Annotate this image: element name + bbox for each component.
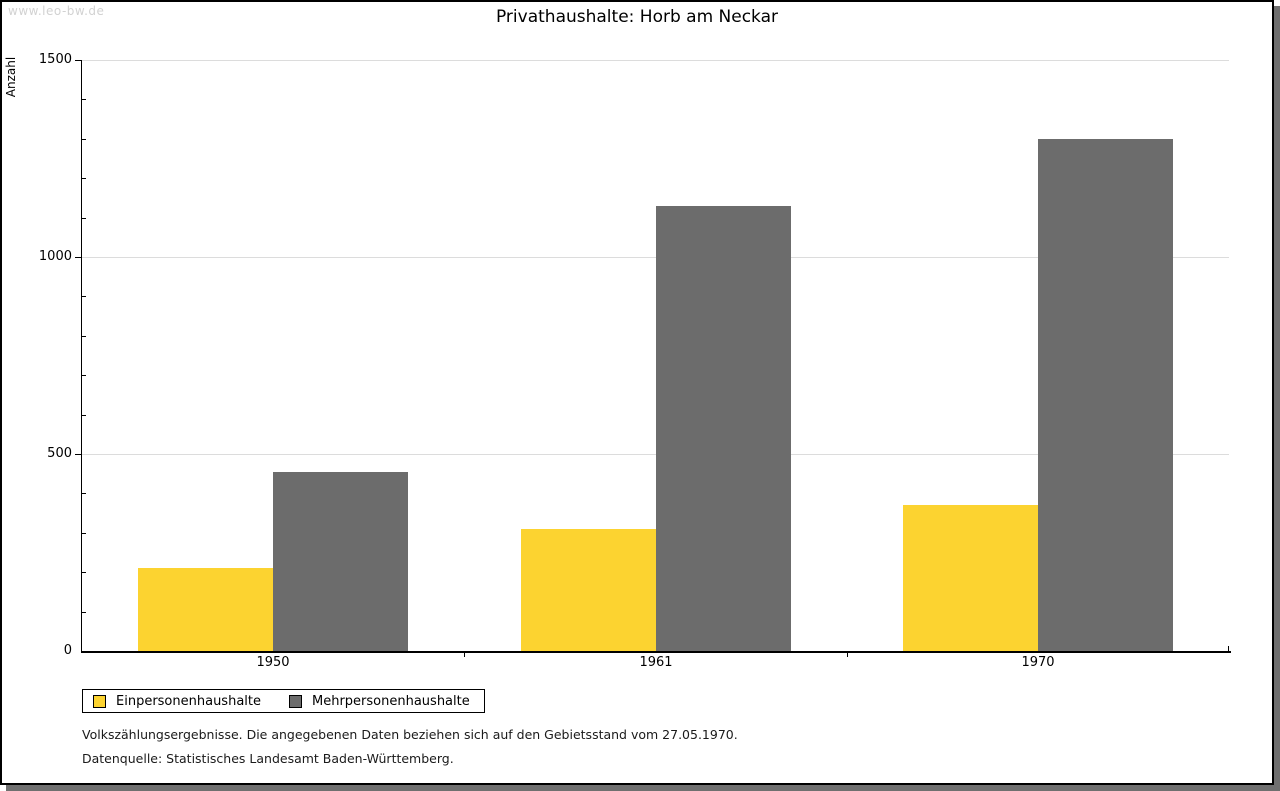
- legend-swatch-mehrpersonenhaushalte: [289, 694, 302, 708]
- bar-mehrpersonenhaushalte-1950: [273, 472, 408, 651]
- y-minor-tick: [82, 415, 86, 416]
- legend-item: Mehrpersonenhaushalte: [289, 694, 470, 709]
- y-minor-tick: [82, 533, 86, 534]
- footnote-census: Volkszählungsergebnisse. Die angegebenen…: [82, 727, 738, 742]
- y-minor-tick: [82, 493, 86, 494]
- y-tick-label: 500: [47, 446, 72, 461]
- y-minor-tick: [82, 218, 86, 219]
- y-axis-line: [81, 60, 82, 653]
- bar-einpersonenhaushalte-1950: [138, 568, 273, 651]
- plot-area: 0 500 1000 1500 1950 1961 1970: [2, 2, 1272, 783]
- bar-einpersonenhaushalte-1970: [903, 505, 1038, 651]
- y-minor-tick: [82, 296, 86, 297]
- legend-swatch-einpersonenhaushalte: [93, 694, 106, 708]
- x-end-tick: [1228, 646, 1229, 651]
- legend-item: Einpersonenhaushalte: [93, 694, 261, 709]
- footnote-source: Datenquelle: Statistisches Landesamt Bad…: [82, 751, 454, 766]
- y-minor-tick: [82, 612, 86, 613]
- legend: Einpersonenhaushalte Mehrpersonenhaushal…: [82, 689, 485, 713]
- y-tick-label: 0: [63, 643, 72, 658]
- y-major-tick: [75, 60, 82, 61]
- x-axis-line: [81, 651, 1231, 653]
- y-tick-label: 1000: [38, 249, 72, 264]
- gridline: [82, 257, 1229, 258]
- y-minor-tick: [82, 572, 86, 573]
- y-minor-tick: [82, 99, 86, 100]
- x-tick-label: 1950: [256, 655, 290, 670]
- x-boundary-tick: [464, 653, 465, 657]
- legend-label: Mehrpersonenhaushalte: [312, 693, 470, 709]
- y-minor-tick: [82, 375, 86, 376]
- x-boundary-tick: [847, 653, 848, 657]
- y-major-tick: [75, 454, 82, 455]
- y-minor-tick: [82, 336, 86, 337]
- gridline: [82, 60, 1229, 61]
- watermark: www.leo-bw.de: [8, 4, 105, 18]
- y-major-tick: [75, 257, 82, 258]
- legend-label: Einpersonenhaushalte: [116, 693, 261, 709]
- bar-einpersonenhaushalte-1961: [521, 529, 656, 651]
- y-minor-tick: [82, 139, 86, 140]
- gridline: [82, 454, 1229, 455]
- x-tick-label: 1970: [1021, 655, 1055, 670]
- y-minor-tick: [82, 178, 86, 179]
- x-tick-label: 1961: [639, 655, 673, 670]
- y-tick-label: 1500: [38, 52, 72, 67]
- bar-mehrpersonenhaushalte-1961: [656, 206, 791, 651]
- chart-title: Privathaushalte: Horb am Neckar: [495, 7, 779, 27]
- bar-mehrpersonenhaushalte-1970: [1038, 139, 1173, 651]
